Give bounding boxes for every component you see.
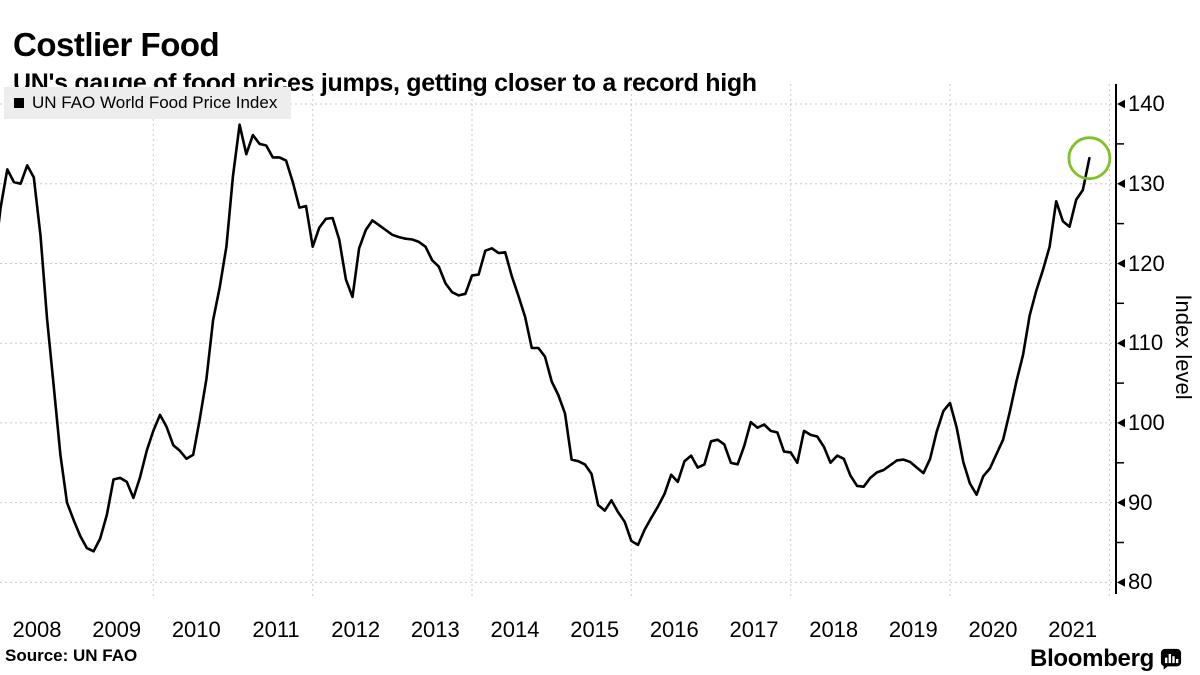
y-axis-title: Index level <box>1171 294 1196 400</box>
x-tick-label: 2019 <box>888 617 938 642</box>
bloomberg-logo: Bloomberg <box>1030 645 1182 673</box>
x-tick-label: 2020 <box>968 617 1018 642</box>
y-major-tick-arrow <box>1117 99 1125 109</box>
x-tick-label: 2013 <box>410 617 460 642</box>
y-major-tick-arrow <box>1117 338 1125 348</box>
y-tick-label: 90 <box>1128 489 1153 515</box>
y-major-tick-arrow <box>1117 578 1125 587</box>
y-major-tick-arrow <box>1117 418 1125 428</box>
y-tick-label: 80 <box>1128 569 1153 595</box>
source-note: Source: UN FAO <box>5 646 138 665</box>
latest-point-highlight-circle <box>1067 136 1112 181</box>
x-tick-label: 2016 <box>649 617 699 642</box>
y-major-tick-arrow <box>1117 259 1125 268</box>
y-tick-label: 130 <box>1128 170 1165 196</box>
y-tick-label: 120 <box>1128 250 1165 276</box>
x-tick-label: 2012 <box>331 617 381 642</box>
x-tick-label: 2017 <box>729 617 779 642</box>
x-tick-label: 2014 <box>490 617 540 642</box>
y-tick-label: 100 <box>1128 409 1165 435</box>
y-tick-label: 110 <box>1128 330 1164 356</box>
bloomberg-terminal-icon <box>1160 648 1182 670</box>
y-tick-label: 140 <box>1128 91 1165 116</box>
x-tick-label: 2008 <box>12 617 62 642</box>
x-tick-label: 2011 <box>252 617 300 642</box>
legend: UN FAO World Food Price Index <box>4 87 292 119</box>
legend-series-label: UN FAO World Food Price Index <box>32 93 278 112</box>
y-major-tick-arrow <box>1117 498 1125 507</box>
chart-title: Costlier Food <box>13 26 220 64</box>
x-tick-label: 2015 <box>570 617 620 642</box>
x-tick-label: 2021 <box>1048 617 1098 642</box>
x-tick-label: 2018 <box>809 617 859 642</box>
bloomberg-wordmark: Bloomberg <box>1030 645 1154 672</box>
x-tick-label: 2009 <box>92 617 142 642</box>
price-index-line <box>0 123 1091 553</box>
legend-series-marker-icon <box>14 98 24 108</box>
y-major-tick-arrow <box>1117 179 1125 188</box>
x-tick-label: 2010 <box>171 617 221 642</box>
